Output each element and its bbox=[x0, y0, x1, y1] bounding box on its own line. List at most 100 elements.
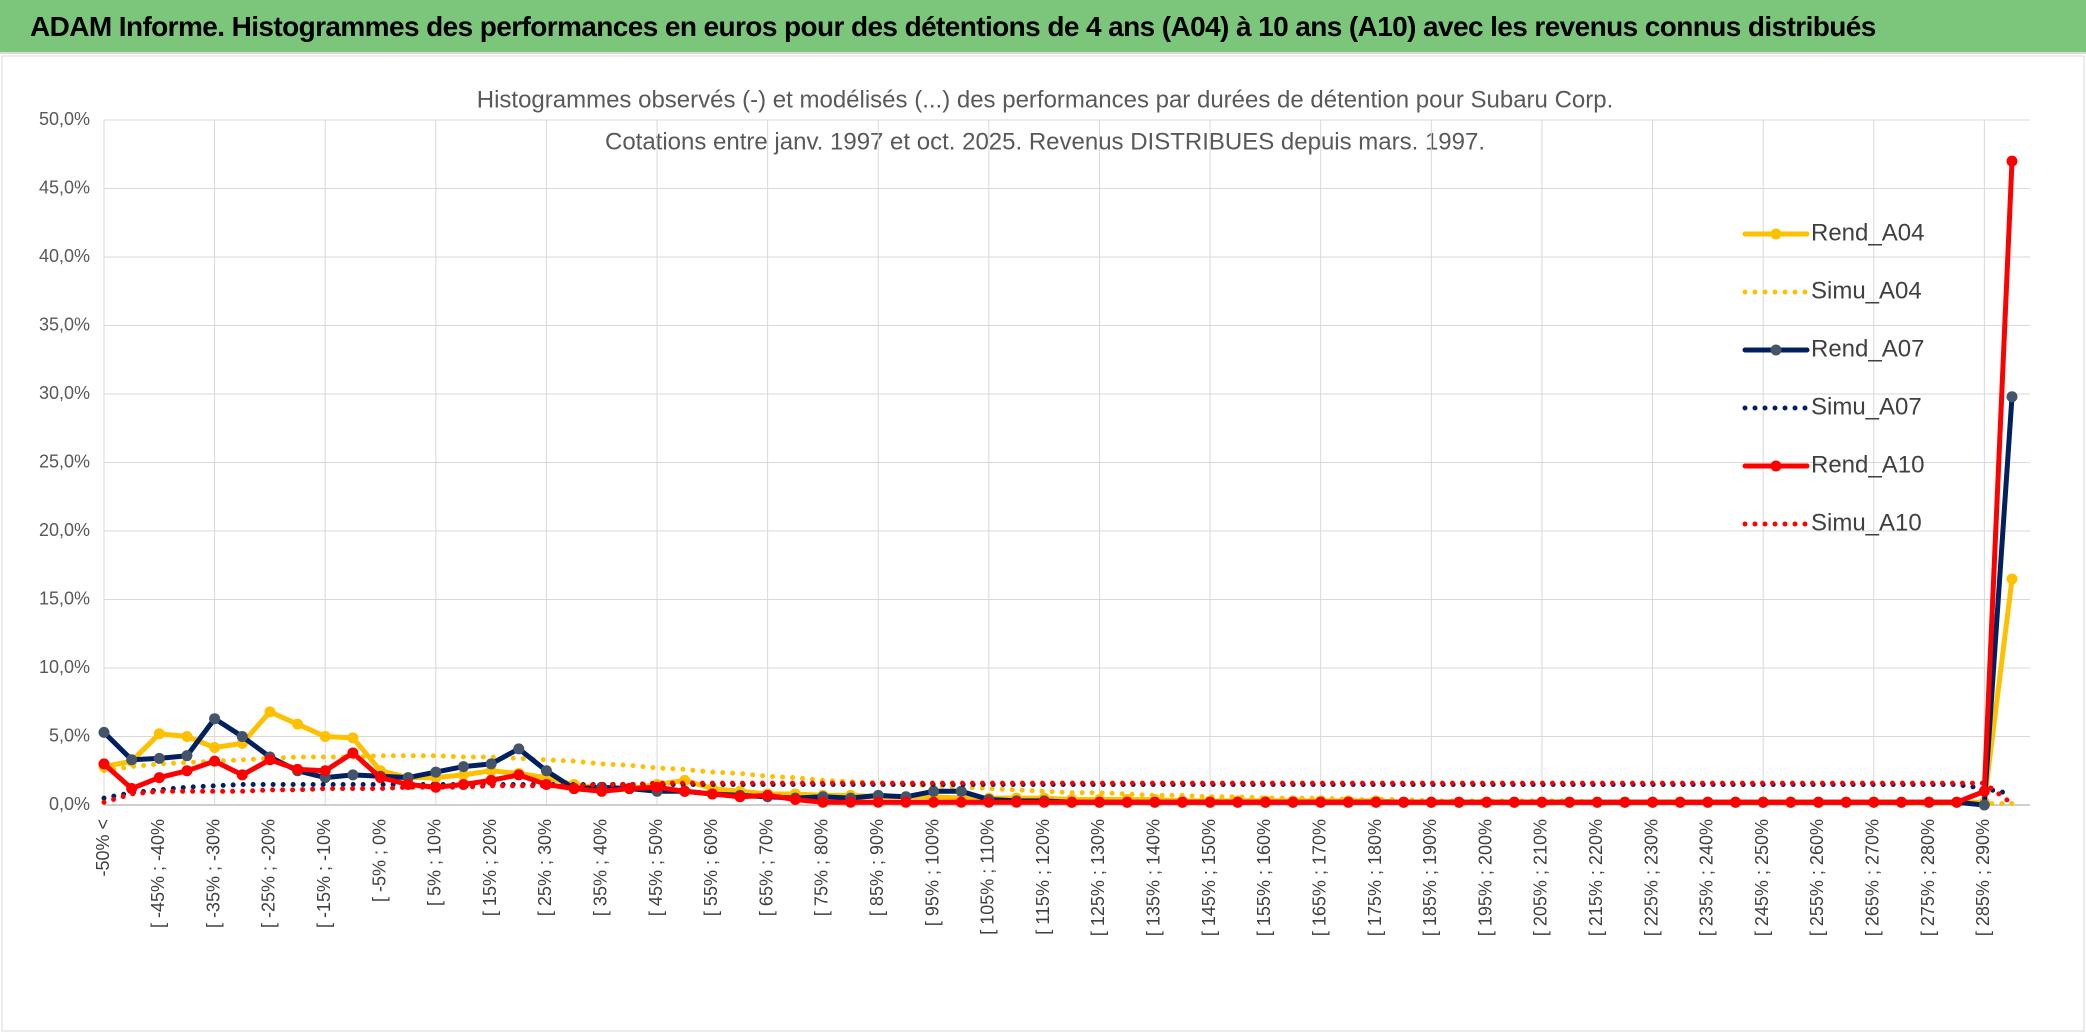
point bbox=[457, 761, 469, 773]
point bbox=[1370, 796, 1382, 808]
point bbox=[347, 769, 359, 781]
point bbox=[2006, 391, 2018, 403]
point bbox=[762, 789, 774, 801]
legend-marker bbox=[1770, 228, 1782, 240]
y-tick-label: 40,0% bbox=[39, 246, 90, 266]
legend-label: Simu_A07 bbox=[1811, 393, 1922, 420]
point bbox=[236, 731, 248, 742]
legend-label: Simu_A04 bbox=[1811, 277, 1922, 304]
legend-label: Rend_A07 bbox=[1811, 335, 1924, 362]
point bbox=[1785, 796, 1797, 808]
point bbox=[1204, 796, 1216, 808]
point bbox=[181, 765, 193, 777]
point bbox=[1536, 796, 1548, 808]
point bbox=[983, 796, 995, 808]
x-tick-label: [ 215% ; 220% bbox=[1586, 819, 1606, 936]
point bbox=[1591, 796, 1603, 808]
x-tick-label: [ 165% ; 170% bbox=[1309, 819, 1329, 936]
point bbox=[1757, 796, 1769, 808]
x-tick-label: [ 125% ; 130% bbox=[1088, 819, 1108, 936]
point bbox=[706, 788, 718, 800]
point bbox=[209, 755, 221, 767]
x-tick-label: [ 55% ; 60% bbox=[701, 819, 721, 916]
x-tick-label: [ 205% ; 210% bbox=[1531, 819, 1551, 936]
x-tick-label: [ 35% ; 40% bbox=[590, 819, 610, 916]
y-tick-label: 5,0% bbox=[49, 725, 90, 745]
x-tick-label: [ 175% ; 180% bbox=[1365, 819, 1385, 936]
point bbox=[1259, 796, 1271, 808]
x-tick-label: [ 5% ; 10% bbox=[425, 819, 445, 906]
point bbox=[126, 783, 138, 795]
point bbox=[181, 750, 193, 762]
point bbox=[679, 785, 691, 797]
x-tick-label: [ -25% ; -20% bbox=[259, 819, 279, 928]
point bbox=[872, 796, 884, 808]
legend-label: Simu_A10 bbox=[1811, 509, 1922, 536]
point bbox=[1481, 796, 1493, 808]
point bbox=[1149, 796, 1161, 808]
point bbox=[209, 741, 221, 753]
x-tick-label: [ 195% ; 200% bbox=[1475, 819, 1495, 936]
point bbox=[734, 791, 746, 803]
point bbox=[1342, 796, 1354, 808]
point bbox=[153, 772, 165, 784]
point bbox=[2006, 573, 2018, 585]
point bbox=[1508, 796, 1520, 808]
legend-marker bbox=[1770, 344, 1782, 356]
point bbox=[900, 796, 912, 808]
y-tick-label: 20,0% bbox=[39, 520, 90, 540]
point bbox=[928, 796, 940, 808]
point bbox=[955, 785, 967, 797]
point bbox=[789, 794, 801, 806]
point bbox=[1978, 785, 1990, 797]
chart-title: Histogrammes observés (-) et modélisés (… bbox=[477, 86, 1614, 113]
point bbox=[1315, 796, 1327, 808]
x-tick-label: [ 285% ; 290% bbox=[1973, 819, 1993, 936]
point bbox=[153, 752, 165, 764]
point bbox=[1011, 796, 1023, 808]
point bbox=[1287, 796, 1299, 808]
y-tick-label: 15,0% bbox=[39, 588, 90, 608]
point bbox=[540, 765, 552, 777]
point bbox=[457, 769, 469, 781]
chart-subtitle: Cotations entre janv. 1997 et oct. 2025.… bbox=[605, 128, 1485, 155]
point bbox=[347, 747, 359, 759]
point bbox=[596, 785, 608, 797]
point bbox=[98, 726, 110, 738]
x-tick-label: [ 95% ; 100% bbox=[922, 819, 942, 926]
x-tick-label: [ 265% ; 270% bbox=[1862, 819, 1882, 936]
y-tick-label: 25,0% bbox=[39, 451, 90, 471]
x-tick-label: [ 15% ; 20% bbox=[480, 819, 500, 916]
point bbox=[126, 754, 138, 766]
point bbox=[1038, 796, 1050, 808]
point bbox=[1702, 796, 1714, 808]
point bbox=[1647, 796, 1659, 808]
point bbox=[98, 758, 110, 770]
point bbox=[430, 766, 442, 778]
point bbox=[1812, 796, 1824, 808]
chart-area bbox=[1, 55, 2085, 1032]
x-tick-label: [ 25% ; 30% bbox=[535, 819, 555, 916]
point bbox=[1176, 796, 1188, 808]
x-tick-label: [ 85% ; 90% bbox=[867, 819, 887, 916]
y-tick-label: 0,0% bbox=[49, 794, 90, 814]
x-tick-label: [ 135% ; 140% bbox=[1144, 819, 1164, 936]
point bbox=[2006, 155, 2018, 167]
x-tick-label: [ 75% ; 80% bbox=[812, 819, 832, 916]
x-tick-label: -50% < bbox=[93, 819, 113, 877]
header-title: ADAM Informe. Histogrammes des performan… bbox=[30, 11, 1876, 42]
legend-label: Rend_A04 bbox=[1811, 219, 1924, 246]
x-tick-label: [ 45% ; 50% bbox=[646, 819, 666, 916]
point bbox=[1923, 796, 1935, 808]
series-line bbox=[101, 780, 2015, 807]
point bbox=[845, 796, 857, 808]
point bbox=[264, 754, 276, 766]
point bbox=[375, 772, 387, 784]
y-tick-label: 50,0% bbox=[39, 109, 90, 129]
point bbox=[319, 731, 331, 742]
point bbox=[347, 732, 359, 744]
x-tick-label: [ -5% ; 0% bbox=[369, 819, 389, 902]
x-tick-label: [ 235% ; 240% bbox=[1697, 819, 1717, 936]
point bbox=[292, 763, 304, 775]
